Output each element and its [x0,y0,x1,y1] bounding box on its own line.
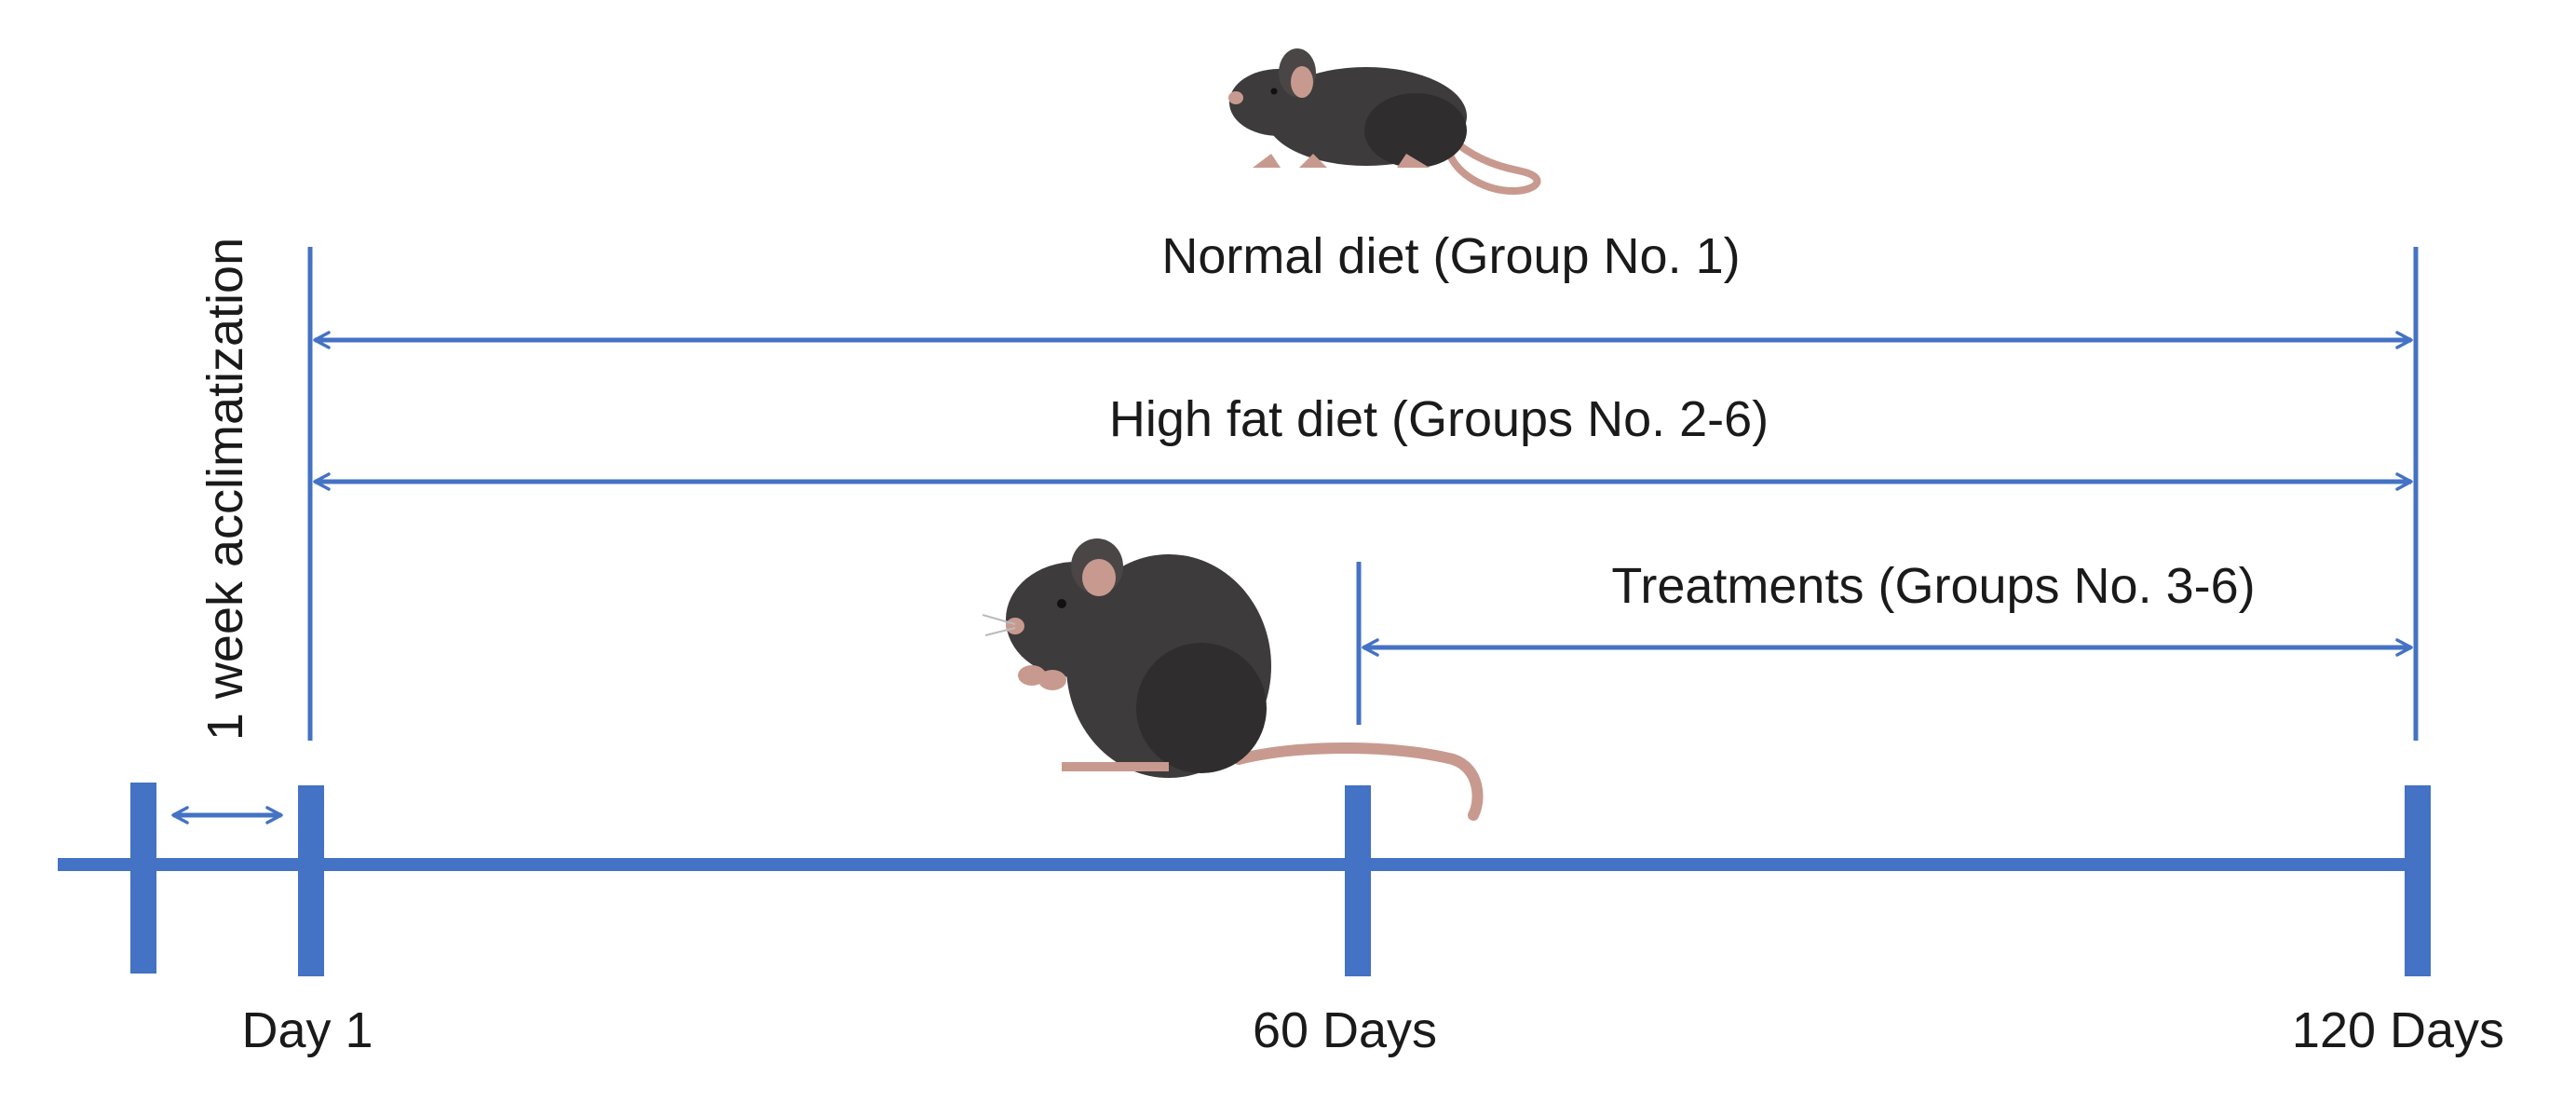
label-normal-diet: Normal diet (Group No. 1) [1161,228,1740,284]
tick-acclimatization-start [130,783,156,974]
tick-label-day60: 60 Days [1253,1002,1437,1058]
label-high-fat-diet: High fat diet (Groups No. 2-6) [1109,391,1769,447]
tick-label-day120: 120 Days [2292,1002,2504,1058]
label-treatments: Treatments (Groups No. 3-6) [1611,558,2255,614]
label-acclimatization: 1 week acclimatization [197,238,253,741]
tick-day120 [2405,785,2431,976]
mouse-walking-icon [1228,48,1538,191]
tick-day1 [298,785,324,976]
mouse-sitting-icon [983,538,1478,815]
tick-day60 [1345,785,1371,976]
tick-label-day1: Day 1 [241,1002,373,1058]
